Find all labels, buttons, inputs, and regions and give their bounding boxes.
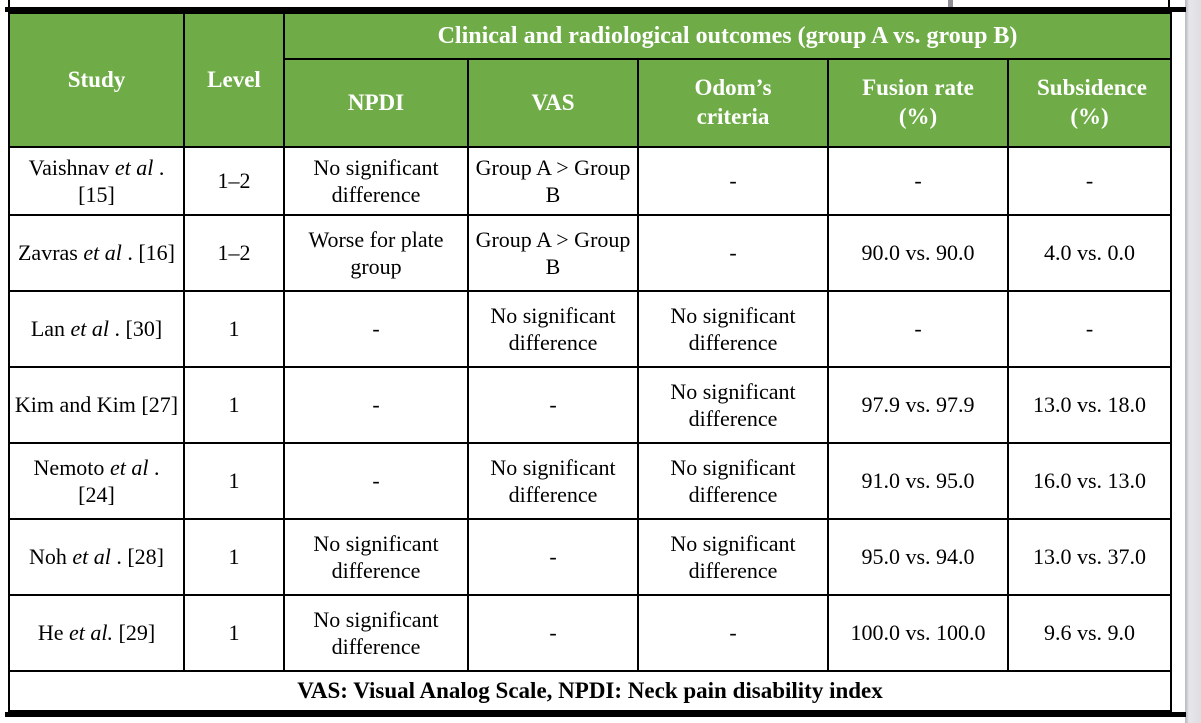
table-border-stub-left [8, 0, 10, 8]
npdi-cell: No significant difference [283, 518, 469, 596]
col-header-npdi: NPDI [283, 58, 469, 148]
level-cell: 1 [183, 518, 285, 596]
npdi-cell: - [283, 366, 469, 444]
cropped-text-artifact [948, 0, 953, 7]
vas-cell: Group A > Group B [467, 214, 639, 292]
npdi-cell: - [283, 442, 469, 520]
table-row: Kim and Kim [27] 1 - - No significant di… [8, 366, 1172, 444]
odoms-cell: No significant difference [637, 442, 829, 520]
odoms-cell: No significant difference [637, 518, 829, 596]
abbreviation-note: VAS: Visual Analog Scale, NPDI: Neck pai… [8, 670, 1172, 712]
odoms-cell: - [637, 594, 829, 672]
odoms-cell: - [637, 146, 829, 216]
study-cell: Zavras et al . [16] [8, 214, 185, 292]
odoms-cell: No significant difference [637, 290, 829, 368]
fusion-rate-cell: 100.0 vs. 100.0 [827, 594, 1009, 672]
npdi-cell: Worse for plate group [283, 214, 469, 292]
study-cell: Noh et al . [28] [8, 518, 185, 596]
col-header-vas: VAS [467, 58, 639, 148]
table-row: He et al. [29] 1 No significant differen… [8, 594, 1172, 672]
table-row: Zavras et al . [16] 1–2 Worse for plate … [8, 214, 1172, 292]
table-row: Vaishnav et al . [15] 1–2 No significant… [8, 146, 1172, 216]
subsidence-cell: 4.0 vs. 0.0 [1007, 214, 1172, 292]
fusion-rate-cell: 90.0 vs. 90.0 [827, 214, 1009, 292]
table-row: Noh et al . [28] 1 No significant differ… [8, 518, 1172, 596]
fusion-rate-cell: 97.9 vs. 97.9 [827, 366, 1009, 444]
col-header-study: Study [8, 12, 185, 148]
subsidence-cell: - [1007, 146, 1172, 216]
level-cell: 1–2 [183, 146, 285, 216]
col-header-odoms-criteria: Odom’s criteria [637, 58, 829, 148]
table-header: Study Level Clinical and radiological ou… [8, 12, 1172, 148]
subsidence-cell: 13.0 vs. 18.0 [1007, 366, 1172, 444]
study-cell: Kim and Kim [27] [8, 366, 185, 444]
vas-cell: No significant difference [467, 290, 639, 368]
level-cell: 1 [183, 594, 285, 672]
outcomes-table: Study Level Clinical and radiological ou… [8, 12, 1172, 712]
level-cell: 1 [183, 442, 285, 520]
col-header-fusion-rate: Fusion rate (%) [827, 58, 1009, 148]
subsidence-cell: 9.6 vs. 9.0 [1007, 594, 1172, 672]
fusion-rate-cell: - [827, 146, 1009, 216]
table-row: Nemoto et al . [24] 1 - No significant d… [8, 442, 1172, 520]
table-top-border [5, 7, 1186, 12]
npdi-cell: - [283, 290, 469, 368]
fusion-rate-cell: - [827, 290, 1009, 368]
level-cell: 1 [183, 290, 285, 368]
scrollbar-track[interactable] [1185, 0, 1201, 723]
fusion-rate-cell: 91.0 vs. 95.0 [827, 442, 1009, 520]
table-border-stub-right [1168, 0, 1170, 8]
subsidence-cell: 13.0 vs. 37.0 [1007, 518, 1172, 596]
study-cell: He et al. [29] [8, 594, 185, 672]
odoms-cell: No significant difference [637, 366, 829, 444]
table-row: Lan et al . [30] 1 - No significant diff… [8, 290, 1172, 368]
subsidence-cell: - [1007, 290, 1172, 368]
table-bottom-border [5, 712, 1186, 717]
study-cell: Lan et al . [30] [8, 290, 185, 368]
study-cell: Vaishnav et al . [15] [8, 146, 185, 216]
table-footer: VAS: Visual Analog Scale, NPDI: Neck pai… [8, 670, 1172, 712]
npdi-cell: No significant difference [283, 146, 469, 216]
npdi-cell: No significant difference [283, 594, 469, 672]
vas-cell: - [467, 518, 639, 596]
level-cell: 1 [183, 366, 285, 444]
subsidence-cell: 16.0 vs. 13.0 [1007, 442, 1172, 520]
study-cell: Nemoto et al . [24] [8, 442, 185, 520]
vas-cell: - [467, 594, 639, 672]
level-cell: 1–2 [183, 214, 285, 292]
odoms-cell: - [637, 214, 829, 292]
table-body: Vaishnav et al . [15] 1–2 No significant… [8, 146, 1172, 672]
vas-cell: Group A > Group B [467, 146, 639, 216]
group-header-clinical-radiological: Clinical and radiological outcomes (grou… [283, 12, 1172, 60]
fusion-rate-cell: 95.0 vs. 94.0 [827, 518, 1009, 596]
col-header-level: Level [183, 12, 285, 148]
col-header-subsidence: Subsidence (%) [1007, 58, 1172, 148]
vas-cell: No significant difference [467, 442, 639, 520]
vas-cell: - [467, 366, 639, 444]
